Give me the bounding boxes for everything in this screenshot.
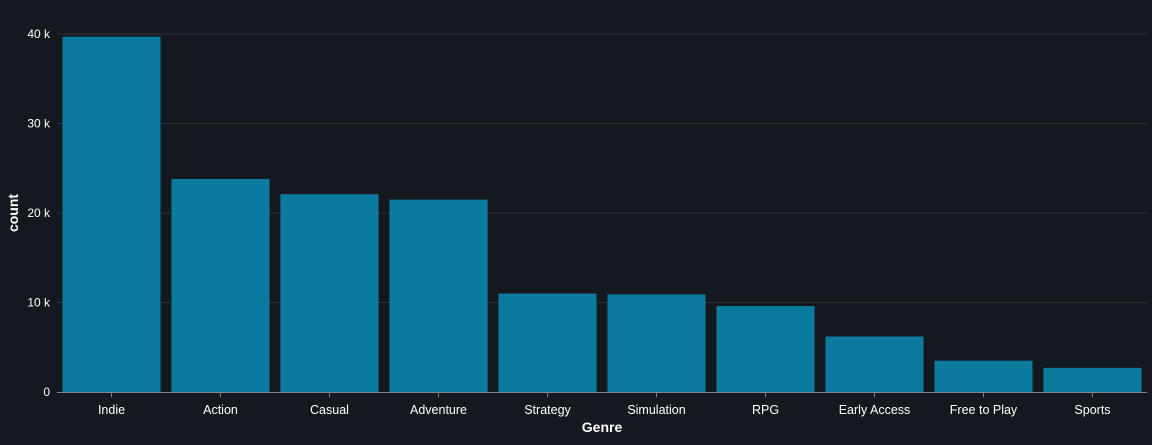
bar-sports — [1043, 367, 1142, 392]
bar-free-to-play — [934, 360, 1033, 392]
bar-rpg — [716, 306, 815, 392]
bar-indie — [62, 36, 161, 392]
y-axis-title: count — [5, 194, 21, 232]
x-tick-label: Sports — [1074, 403, 1110, 417]
bar-early-access — [825, 336, 924, 392]
bar-strategy — [498, 293, 597, 392]
y-tick-label: 10 k — [27, 296, 51, 310]
y-tick-label: 30 k — [27, 117, 51, 131]
bar-casual — [280, 194, 379, 392]
x-tick-label: Adventure — [410, 403, 467, 417]
bar-action — [171, 178, 270, 392]
x-tick-label: Indie — [98, 403, 125, 417]
x-axis-title: Genre — [582, 419, 623, 435]
bars — [62, 36, 1142, 392]
bar-simulation — [607, 294, 706, 392]
bar-adventure — [389, 199, 488, 392]
x-tick-label: Free to Play — [950, 403, 1018, 417]
x-tick-label: Casual — [310, 403, 349, 417]
x-tick-label: RPG — [752, 403, 779, 417]
x-tick-label: Simulation — [627, 403, 685, 417]
y-tick-labels: 0 10 k 20 k 30 k 40 k — [27, 27, 51, 399]
y-tick-label: 0 — [43, 385, 50, 399]
y-tick-label: 40 k — [27, 27, 51, 41]
y-tick-label: 20 k — [27, 206, 51, 220]
x-tick-label: Action — [203, 403, 238, 417]
x-tick-label: Strategy — [524, 403, 571, 417]
x-tick-label: Early Access — [839, 403, 911, 417]
x-tick-labels: Indie Action Casual Adventure Strategy Simula… — [98, 392, 1111, 417]
